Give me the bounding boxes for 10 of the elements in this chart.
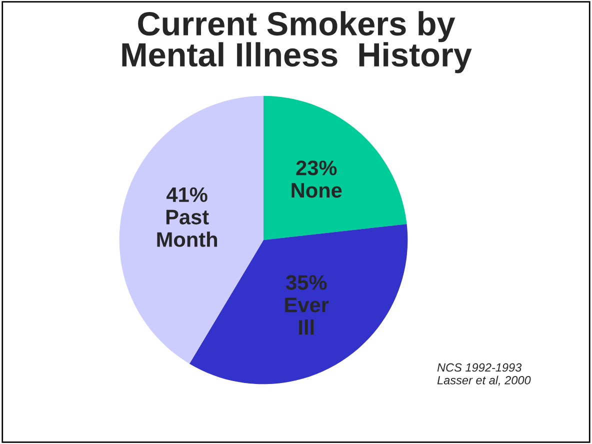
slice-label: Past Month — [157, 210, 218, 247]
pie-slice — [119, 96, 264, 364]
data-label: 35% — [286, 275, 327, 290]
data-label: 23% — [296, 160, 337, 176]
slice-label: Ever Ill — [285, 298, 329, 335]
text: NCS 1992-1993 Lasser et al, 2000 — [437, 363, 531, 386]
pie-slice — [264, 96, 407, 240]
chart-title: Current Smokers by Mental Illness History — [122, 11, 472, 74]
data-label: 41% — [166, 187, 208, 202]
slice-label: None — [292, 183, 342, 198]
